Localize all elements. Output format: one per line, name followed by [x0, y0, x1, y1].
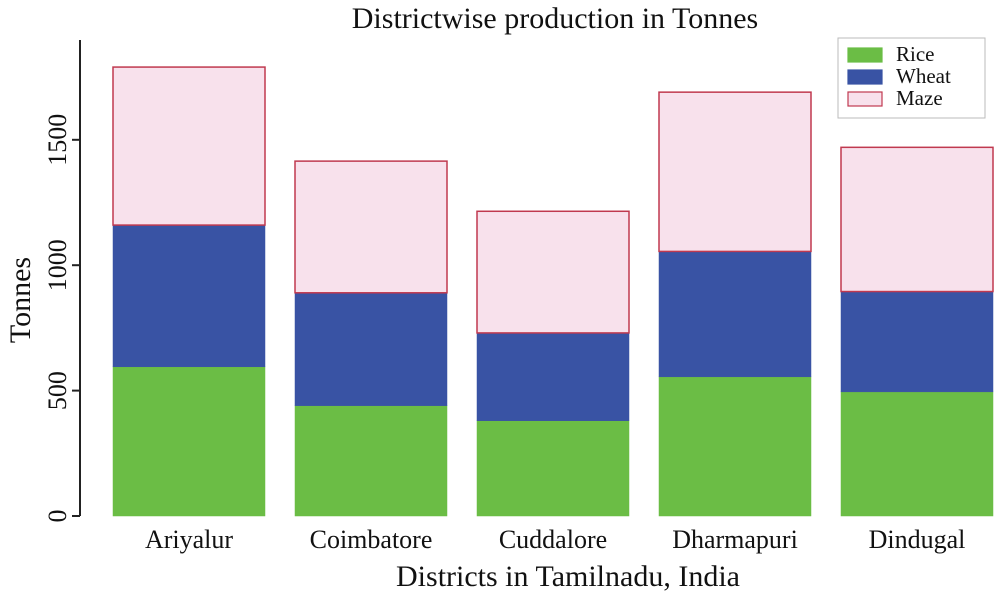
- bar-wheat-ariyalur: [112, 224, 266, 368]
- legend-label-rice: Rice: [896, 42, 934, 66]
- x-tick-label-ariyalur: Ariyalur: [145, 525, 233, 554]
- bar-rice-dharmapuri: [658, 376, 812, 517]
- bar-wheat-dindugal: [840, 291, 994, 393]
- bar-rice-cuddalore: [476, 420, 630, 517]
- bar-maze-dharmapuri: [658, 91, 812, 253]
- legend-swatch-rice: [847, 47, 883, 63]
- x-axis-label: Districts in Tamilnadu, India: [396, 560, 740, 593]
- x-tick-label-dharmapuri: Dharmapuri: [672, 525, 798, 554]
- bar-maze-coimbatore: [294, 160, 448, 294]
- legend-label-maze: Maze: [896, 86, 943, 110]
- bar-wheat-cuddalore: [476, 332, 630, 421]
- legend-swatch-maze: [847, 91, 883, 107]
- y-axis-label: Tonnes: [4, 257, 37, 343]
- bar-maze-cuddalore: [476, 210, 630, 334]
- bar-wheat-coimbatore: [294, 292, 448, 406]
- bar-rice-ariyalur: [112, 366, 266, 517]
- bars-group: [112, 66, 994, 517]
- bar-maze-dindugal: [840, 146, 994, 293]
- y-tick-label: 0: [43, 510, 72, 523]
- legend-label-wheat: Wheat: [896, 64, 951, 88]
- bar-maze-ariyalur: [112, 66, 266, 226]
- x-axis-category-labels: Ariyalur Coimbatore Cuddalore Dharmapuri Din…: [145, 525, 965, 554]
- y-tick-label: 1000: [43, 239, 72, 291]
- bar-wheat-dharmapuri: [658, 251, 812, 378]
- x-tick-label-cuddalore: Cuddalore: [499, 525, 607, 554]
- x-tick-label-coimbatore: Coimbatore: [310, 525, 433, 554]
- x-tick-label-dindugal: Dindugal: [869, 525, 966, 554]
- y-tick-label: 500: [43, 371, 72, 410]
- bar-rice-dindugal: [840, 391, 994, 517]
- legend-swatch-wheat: [847, 69, 883, 85]
- bar-rice-coimbatore: [294, 405, 448, 517]
- chart-title: Districtwise production in Tonnes: [352, 2, 758, 35]
- y-tick-label: 1500: [43, 114, 72, 166]
- y-axis-ticks: 0 500 1000 1500: [43, 114, 80, 523]
